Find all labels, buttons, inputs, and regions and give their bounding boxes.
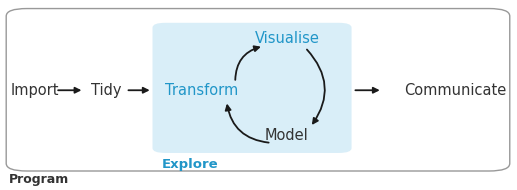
Text: Import: Import xyxy=(11,83,59,98)
Text: Communicate: Communicate xyxy=(404,83,506,98)
Text: Visualise: Visualise xyxy=(254,32,320,46)
FancyBboxPatch shape xyxy=(153,23,352,153)
Text: Transform: Transform xyxy=(165,83,238,98)
Text: Model: Model xyxy=(265,128,309,143)
Text: Explore: Explore xyxy=(162,158,219,171)
Text: Tidy: Tidy xyxy=(91,83,121,98)
FancyBboxPatch shape xyxy=(6,9,510,171)
Text: Program: Program xyxy=(9,173,70,186)
